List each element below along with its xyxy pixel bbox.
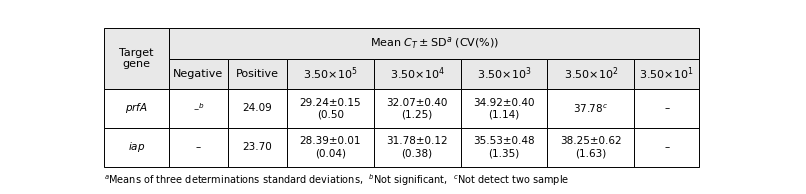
Text: $prfA$: $prfA$ <box>125 101 147 115</box>
Text: 3.50×10$^5$: 3.50×10$^5$ <box>303 66 358 82</box>
Bar <box>169 28 700 59</box>
Text: 29.24±0.15
(0.50: 29.24±0.15 (0.50 <box>300 98 361 119</box>
Bar <box>460 128 547 167</box>
Text: 23.70: 23.70 <box>243 142 272 152</box>
Text: 31.78±0.12
(0.38): 31.78±0.12 (0.38) <box>386 136 448 158</box>
Text: 34.92±0.40
(1.14): 34.92±0.40 (1.14) <box>473 98 534 119</box>
Text: –: – <box>196 142 201 152</box>
Bar <box>169 128 228 167</box>
Text: –$^b$: –$^b$ <box>193 103 204 113</box>
Text: 38.25±0.62
(1.63): 38.25±0.62 (1.63) <box>560 136 621 158</box>
Text: –: – <box>664 142 670 152</box>
Text: Target
gene: Target gene <box>119 48 154 69</box>
Bar <box>287 89 374 128</box>
Text: 32.07±0.40
(1.25): 32.07±0.40 (1.25) <box>386 98 448 119</box>
Text: 3.50×10$^4$: 3.50×10$^4$ <box>389 66 445 82</box>
Bar <box>634 128 700 167</box>
Bar <box>547 89 634 128</box>
Bar <box>374 89 460 128</box>
Bar <box>374 59 460 89</box>
Text: 35.53±0.48
(1.35): 35.53±0.48 (1.35) <box>473 136 534 158</box>
Text: Negative: Negative <box>173 69 223 79</box>
Bar <box>634 59 700 89</box>
Text: 28.39±0.01
(0.04): 28.39±0.01 (0.04) <box>300 136 361 158</box>
Bar <box>547 128 634 167</box>
Text: 37.78$^c$: 37.78$^c$ <box>573 102 609 115</box>
Bar <box>104 128 169 167</box>
Text: –: – <box>664 103 670 113</box>
Bar <box>460 89 547 128</box>
Bar <box>228 89 287 128</box>
Bar <box>228 59 287 89</box>
Bar <box>634 89 700 128</box>
Bar <box>287 59 374 89</box>
Text: 3.50×10$^1$: 3.50×10$^1$ <box>639 66 694 82</box>
Bar <box>104 89 169 128</box>
Bar <box>169 89 228 128</box>
Text: 24.09: 24.09 <box>243 103 272 113</box>
Bar <box>169 59 228 89</box>
Bar <box>374 128 460 167</box>
Bar <box>460 59 547 89</box>
Text: 3.50×10$^3$: 3.50×10$^3$ <box>476 66 531 82</box>
Text: $^a$Means of three determinations standard deviations,  $^b$Not significant,  $^: $^a$Means of three determinations standa… <box>104 173 569 188</box>
Text: Mean $C_T\pm$SD$^a$ (CV(%)): Mean $C_T\pm$SD$^a$ (CV(%)) <box>370 36 499 51</box>
Bar <box>228 128 287 167</box>
Bar <box>547 59 634 89</box>
Bar <box>104 28 169 89</box>
Bar <box>287 128 374 167</box>
Text: $iap$: $iap$ <box>128 140 145 154</box>
Text: Positive: Positive <box>236 69 279 79</box>
Text: 3.50×10$^2$: 3.50×10$^2$ <box>563 66 618 82</box>
